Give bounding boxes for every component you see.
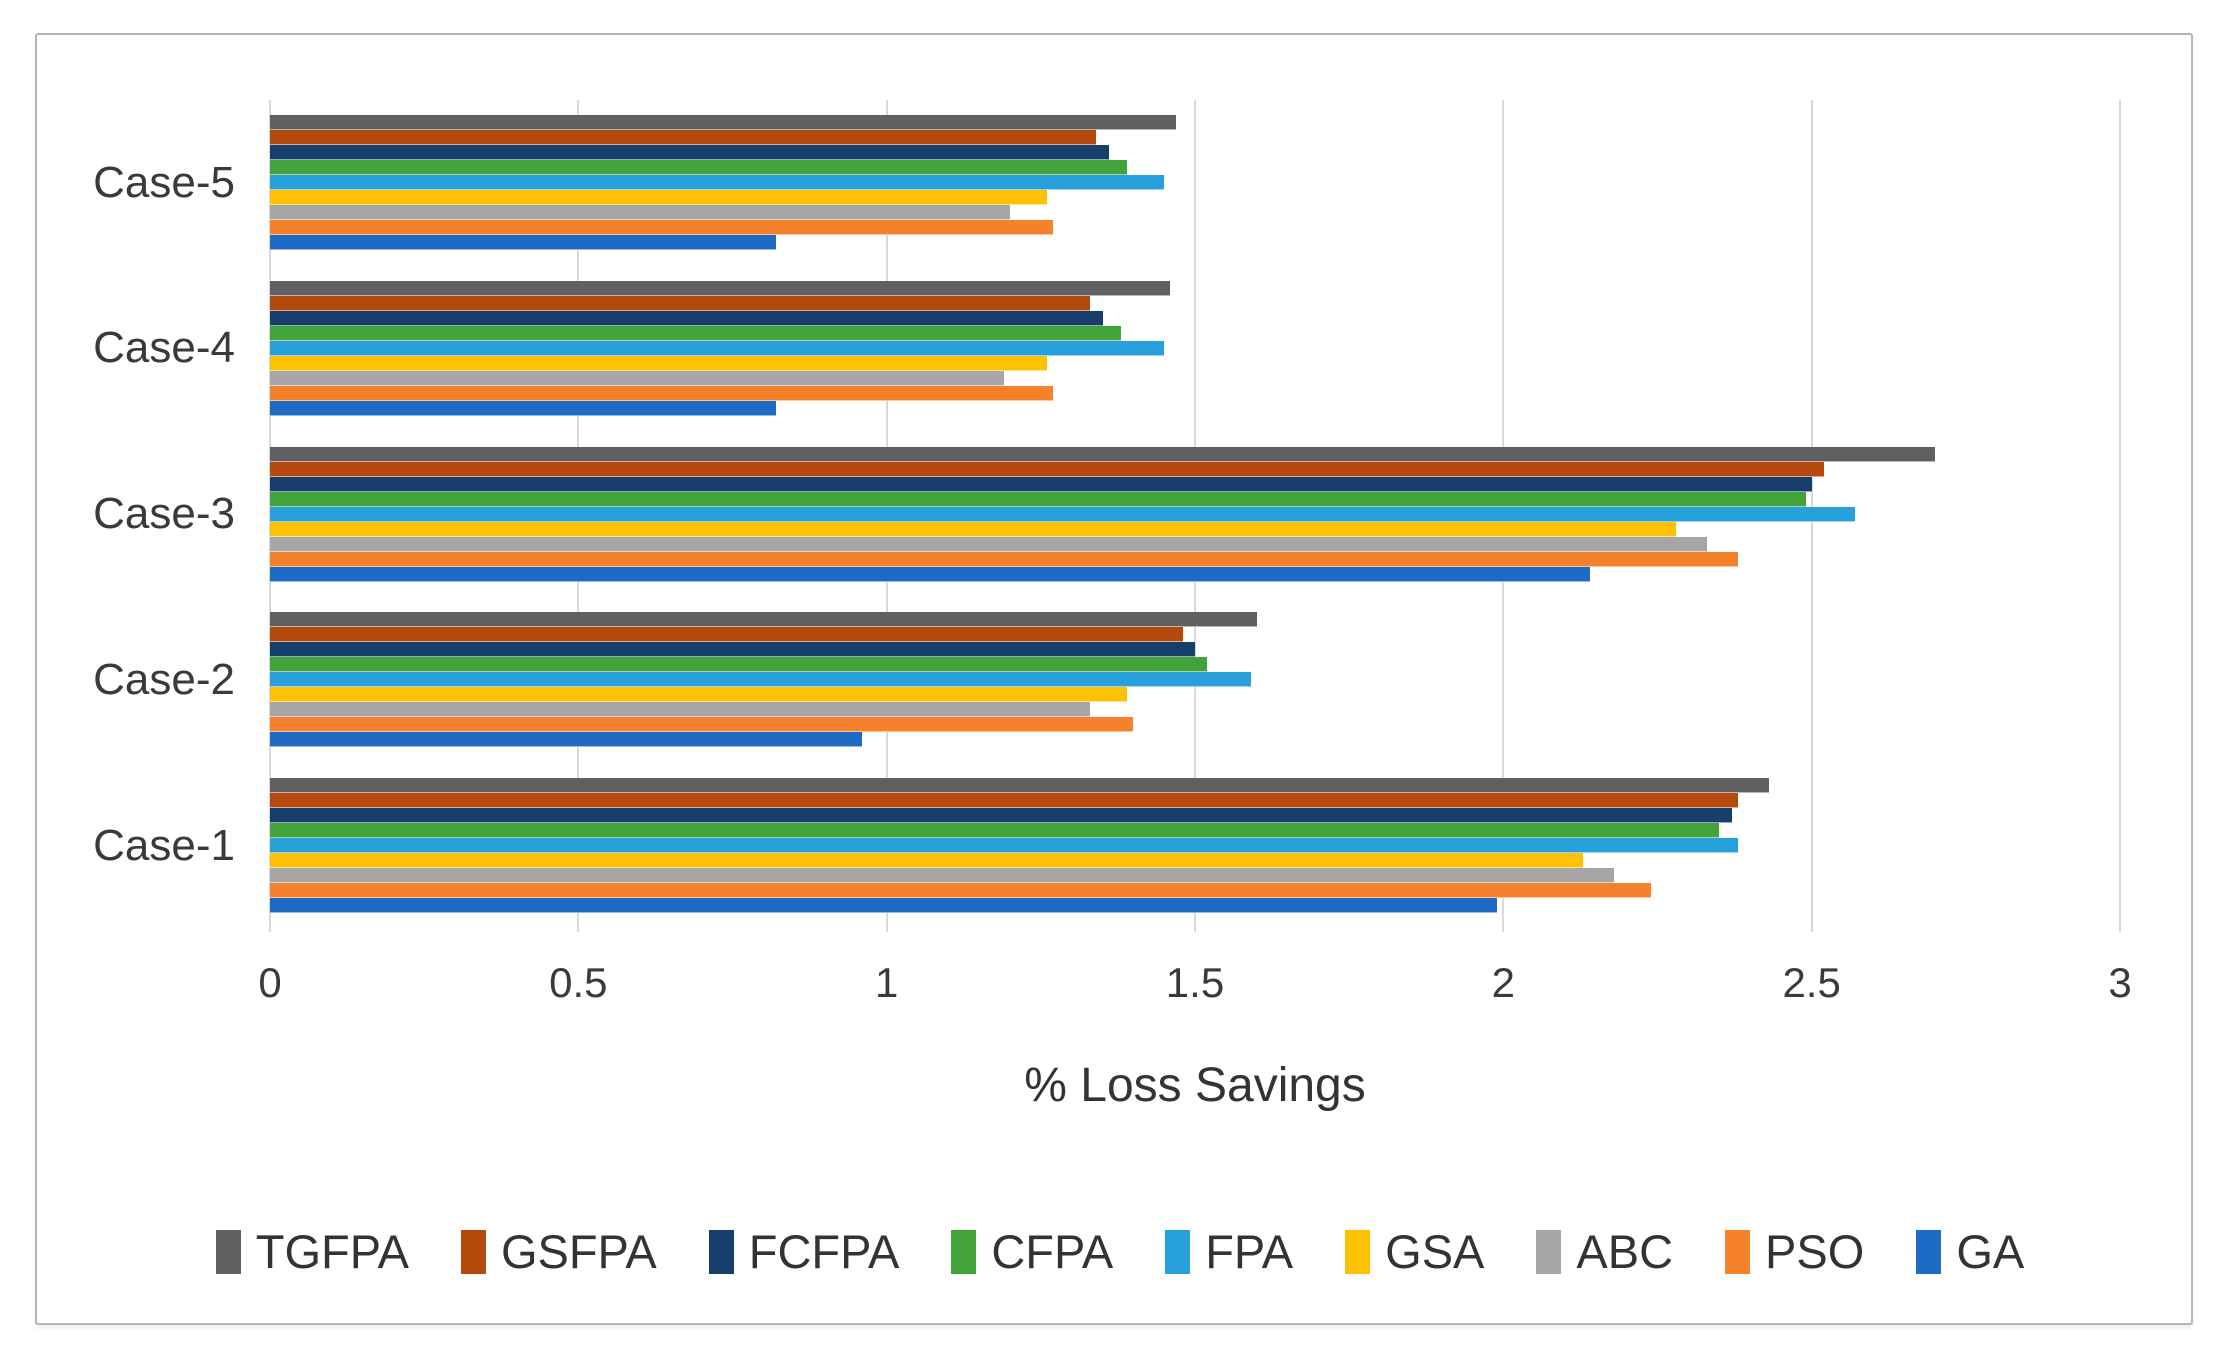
legend-item-fcfpa: FCFPA <box>708 1225 900 1278</box>
category-label: Case-2 <box>93 654 235 704</box>
bar-gsa-case-1 <box>270 853 1583 868</box>
bar-gsfpa-case-4 <box>270 295 1090 311</box>
bar-fcfpa-case-2 <box>270 642 1195 658</box>
x-tick-label: 3 <box>2108 959 2132 1006</box>
bar-tgfpa-case-2 <box>270 612 1257 628</box>
bar-fpa-case-5 <box>270 175 1164 190</box>
legend-label: PSO <box>1765 1225 1865 1278</box>
bar-pso-case-4 <box>270 385 1053 401</box>
x-axis-title: % Loss Savings <box>1024 1059 1366 1112</box>
legend-label: CFPA <box>991 1225 1114 1278</box>
bar-ga-case-1 <box>270 898 1497 913</box>
legend-item-gsa: GSA <box>1345 1228 1484 1275</box>
legend-label: FPA <box>1205 1225 1294 1278</box>
bar-abc-case-5 <box>270 205 1010 220</box>
bar-ga-case-3 <box>270 566 1590 582</box>
category-label: Case-1 <box>93 820 235 870</box>
legend-label: TGFPA <box>255 1225 409 1278</box>
bar-ga-case-4 <box>270 400 776 416</box>
bar-fcfpa-case-3 <box>270 476 1812 492</box>
bar-pso-case-3 <box>270 551 1738 567</box>
category-label: Case-3 <box>93 489 235 538</box>
bar-abc-case-2 <box>270 702 1090 718</box>
category-label: Case-4 <box>93 323 235 373</box>
legend-label: GSA <box>1385 1225 1485 1278</box>
bar-ga-case-5 <box>270 235 776 250</box>
bar-fpa-case-3 <box>270 506 1855 522</box>
legend-label: GA <box>1956 1225 2025 1278</box>
x-tick-label: 1 <box>874 959 899 1006</box>
bar-gsa-case-3 <box>270 521 1676 537</box>
legend-label: FCFPA <box>748 1225 900 1278</box>
legend-swatch-abc <box>1536 1229 1562 1274</box>
legend-swatch-fpa <box>1165 1229 1191 1274</box>
bar-pso-case-1 <box>270 883 1651 898</box>
bar-fcfpa-case-5 <box>270 145 1109 160</box>
bar-fcfpa-case-1 <box>270 808 1732 823</box>
legend-swatch-ga <box>1916 1229 1942 1274</box>
bar-gsfpa-case-2 <box>270 627 1183 643</box>
bar-abc-case-3 <box>270 536 1707 552</box>
legend: TGFPA GSFPA FCFPA CFPA FPA GSA ABC PSO GA <box>120 1228 2120 1275</box>
bar-gsfpa-case-3 <box>270 461 1824 477</box>
bar-tgfpa-case-5 <box>270 115 1176 130</box>
legend-item-pso: PSO <box>1725 1228 1864 1275</box>
legend-item-tgfpa: TGFPA <box>215 1225 409 1278</box>
legend-swatch-fcfpa <box>708 1229 734 1274</box>
bar-abc-case-4 <box>270 370 1004 386</box>
bar-fpa-case-4 <box>270 340 1164 356</box>
bar-pso-case-2 <box>270 717 1133 733</box>
legend-swatch-cfpa <box>951 1229 977 1274</box>
gridline <box>2119 100 2121 932</box>
bar-abc-case-1 <box>270 868 1614 883</box>
legend-item-fpa: FPA <box>1165 1228 1293 1275</box>
legend-swatch-gsfpa <box>460 1229 486 1274</box>
legend-swatch-gsa <box>1345 1229 1371 1274</box>
bar-cfpa-case-2 <box>270 657 1207 673</box>
legend-item-abc: ABC <box>1536 1228 1673 1275</box>
x-tick-label: 1.5 <box>1165 959 1225 1006</box>
bar-tgfpa-case-3 <box>270 446 1935 462</box>
legend-item-gsfpa: GSFPA <box>460 1225 657 1278</box>
bar-gsfpa-case-5 <box>270 130 1096 145</box>
bar-fpa-case-2 <box>270 672 1251 688</box>
x-tick-label: 0 <box>258 959 282 1006</box>
x-tick-label: 2.5 <box>1782 959 1841 1006</box>
bar-fpa-case-1 <box>270 838 1738 853</box>
bar-pso-case-5 <box>270 220 1053 235</box>
bar-cfpa-case-1 <box>270 823 1719 838</box>
bar-gsa-case-4 <box>270 355 1047 371</box>
legend-label: GSFPA <box>500 1225 657 1278</box>
legend-item-cfpa: CFPA <box>951 1228 1113 1275</box>
legend-item-ga: GA <box>1916 1228 2024 1275</box>
legend-label: ABC <box>1576 1225 1674 1278</box>
x-tick-label: 2 <box>1491 959 1515 1006</box>
bar-tgfpa-case-4 <box>270 280 1170 296</box>
bar-gsa-case-5 <box>270 190 1047 205</box>
category-label: Case-5 <box>93 157 235 207</box>
bar-tgfpa-case-1 <box>270 778 1769 793</box>
bar-cfpa-case-5 <box>270 160 1127 175</box>
bar-cfpa-case-3 <box>270 491 1806 507</box>
legend-swatch-tgfpa <box>215 1229 241 1274</box>
x-tick-label: 0.5 <box>549 959 608 1006</box>
bar-cfpa-case-4 <box>270 325 1121 341</box>
bar-gsa-case-2 <box>270 687 1127 703</box>
legend-swatch-pso <box>1725 1229 1751 1274</box>
bar-fcfpa-case-4 <box>270 310 1103 326</box>
bar-gsfpa-case-1 <box>270 793 1738 808</box>
bar-ga-case-2 <box>270 732 862 748</box>
